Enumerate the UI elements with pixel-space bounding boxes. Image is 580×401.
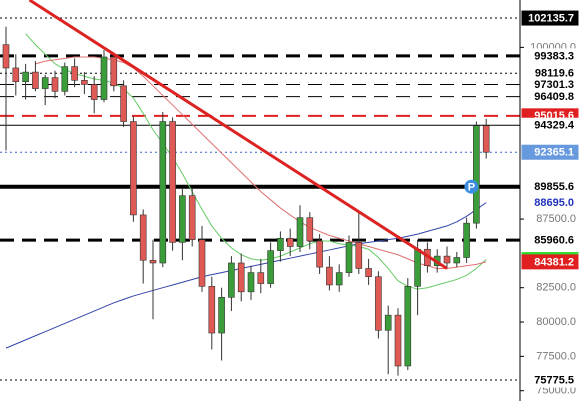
candle-body <box>286 237 294 247</box>
y-tick-label: 77500.0 <box>536 350 576 362</box>
candle-body <box>32 71 39 89</box>
trendline <box>28 0 448 270</box>
candle-body <box>218 297 225 334</box>
candle-body <box>81 80 88 85</box>
candle-body <box>188 195 196 240</box>
candle-body <box>394 314 402 367</box>
price-label-box <box>521 10 579 26</box>
candle-body <box>228 262 235 298</box>
axis-labels: 75000.077500.080000.082500.087500.010000… <box>520 10 579 397</box>
price-label-box <box>521 144 579 160</box>
price-label: 99383.3 <box>534 50 574 62</box>
price-label-box <box>521 195 579 211</box>
candle-body <box>326 266 333 286</box>
candle-body <box>473 125 480 224</box>
price-label: 92365.1 <box>534 147 574 159</box>
price-label: 94329.4 <box>534 120 575 132</box>
candle-body <box>355 242 363 269</box>
candle-body <box>404 286 412 367</box>
price-label: 85960.6 <box>534 235 574 247</box>
candle-body <box>375 276 382 331</box>
moving-average <box>5 202 487 349</box>
candle-body <box>61 66 69 92</box>
candle-body <box>247 272 255 293</box>
candle-body <box>257 272 265 284</box>
plot-area: P <box>0 0 520 381</box>
candle-body <box>306 217 314 242</box>
candle-body <box>414 248 421 287</box>
pivot-label: P <box>468 182 475 194</box>
y-tick-label: 82500.0 <box>536 282 576 294</box>
candle-body <box>208 286 216 334</box>
price-label-box <box>521 372 579 388</box>
price-label-box <box>521 117 579 133</box>
price-label: 84381.2 <box>534 256 574 268</box>
candle-body <box>365 268 372 278</box>
candle-body <box>277 237 284 251</box>
price-label: 89855.6 <box>534 181 574 193</box>
candle-body <box>453 257 461 264</box>
candle-body <box>12 67 20 83</box>
candle-body <box>198 239 206 287</box>
y-tick-label: 80000.0 <box>536 316 576 328</box>
candle-body <box>482 125 490 153</box>
candle-body <box>267 250 274 284</box>
candle-body <box>463 222 470 258</box>
y-tick-label: 75000.0 <box>536 385 576 397</box>
candle-body <box>149 259 157 264</box>
price-label-box <box>521 232 579 248</box>
price-label: 102135.7 <box>528 12 574 24</box>
candle-body <box>443 255 451 264</box>
candle-body <box>139 214 147 261</box>
candle-body <box>237 262 245 293</box>
price-label: 96409.8 <box>534 91 574 103</box>
candle-body <box>130 121 137 216</box>
price-label-box <box>521 254 579 270</box>
candle-body <box>41 77 49 89</box>
candle-body <box>51 77 59 92</box>
candle-body <box>100 56 108 100</box>
price-label-box <box>521 179 579 195</box>
price-label-box <box>521 89 579 105</box>
price-label-box <box>521 48 579 64</box>
candle-body <box>120 85 127 122</box>
candle-body <box>22 71 29 83</box>
candle-body <box>169 121 176 243</box>
pivot-marker <box>464 179 479 194</box>
price-label: 98119.6 <box>535 68 574 80</box>
candle-body <box>2 44 10 69</box>
candle-body <box>179 195 186 243</box>
candle-body <box>90 84 98 100</box>
price-label: 97301.3 <box>534 79 574 91</box>
candle-body <box>384 314 392 331</box>
candle-body <box>335 272 343 286</box>
candle-body <box>71 66 78 81</box>
candle-body <box>159 121 167 264</box>
candle-body <box>316 240 323 268</box>
candle-body <box>345 242 353 273</box>
price-label: 75775.5 <box>534 374 574 386</box>
candle-body <box>296 217 304 247</box>
price-label: 88695.0 <box>534 197 574 209</box>
y-tick-label: 87500.0 <box>536 213 576 225</box>
candle-body <box>110 56 118 87</box>
